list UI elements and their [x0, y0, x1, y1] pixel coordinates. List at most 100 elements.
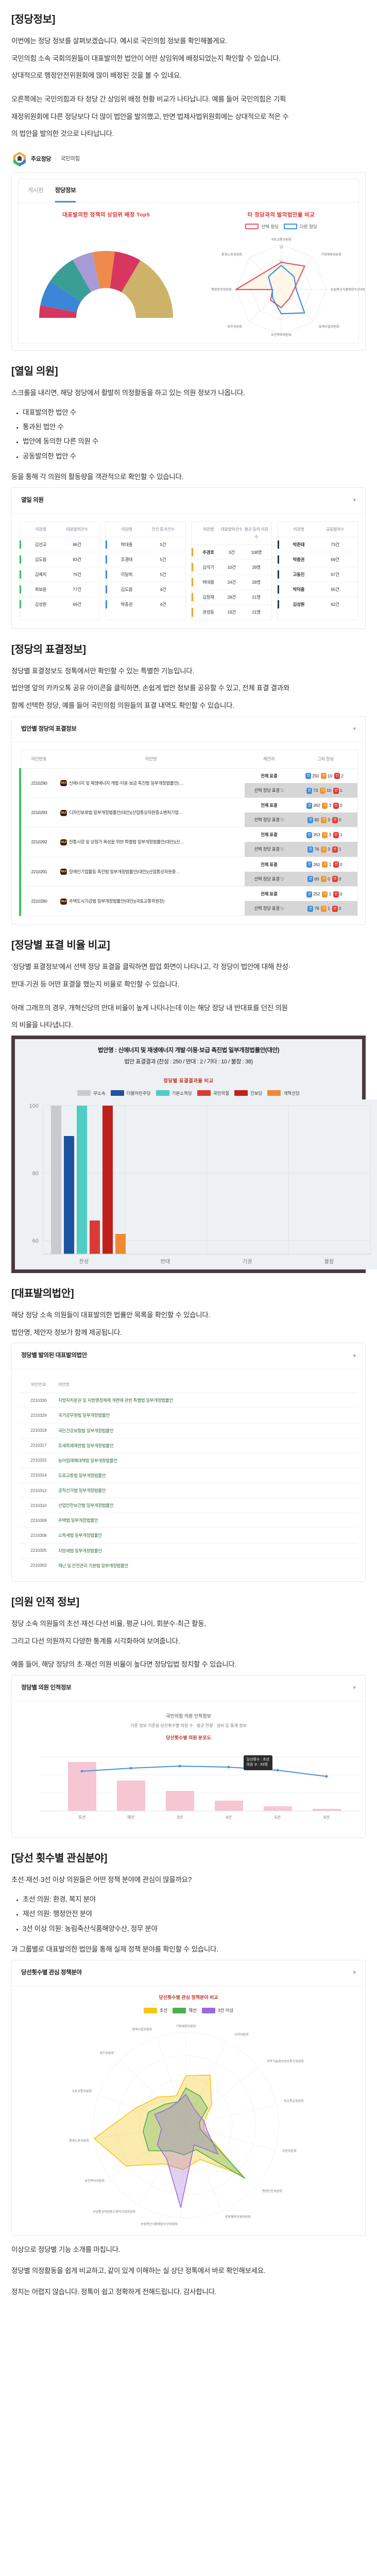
member-distribution-title: 당선횟수별 의원 분포도 [166, 1735, 211, 1741]
list-item[interactable]: 2210318 국민건강보험법 일부개정법률안 [19, 1423, 358, 1438]
count-no: 0 [338, 817, 341, 823]
radar2-label-0: 기획재정위원회 [176, 2024, 196, 2028]
cell-bill-name[interactable]: TALK 장애인기업활동 촉진법 일부개정법률안(대안)(산업통상자원중… [57, 856, 245, 887]
table-row-selected[interactable]: 선택 정당 표결 ⎋ 찬 73 기 10 반 1 [20, 783, 358, 798]
col-member-name: 의원명 [293, 527, 304, 532]
cell-bill-name[interactable]: TALK 신에너지 및 재생에너지 개발·이용·보급 촉진법 일부개정법률안(… [57, 768, 245, 798]
brand-party-name: 국민의힘 [60, 156, 80, 162]
table-row-selected[interactable]: 선택 정당 표결 ⎋ 찬 76 기 3 반 1 [20, 842, 358, 857]
vote-table: 의안번호 의안명 제안자 그외 정보 2210290 TALK 신에너지 및 재생… [19, 750, 358, 917]
cell-bill-name[interactable]: TALK 디자인보호법 일부개정법률안(대안)(산업통상자원중소벤처기업… [57, 797, 245, 827]
chevron-down-icon[interactable]: ▾ [353, 1352, 356, 1359]
bill-name: 소득세법 일부개정법률안 [58, 1533, 102, 1538]
bill-name: 공직선거법 일부개정법률안 [58, 1488, 106, 1494]
cell-selected-vote-label[interactable]: 선택 정당 표결 ⎋ [244, 783, 294, 798]
bill-no: 2210317 [30, 1443, 47, 1448]
legend-item-independent[interactable]: 무소속 [77, 1089, 106, 1097]
kakaotalk-share-icon[interactable]: TALK [60, 839, 67, 846]
count-yes: 253 [313, 832, 320, 838]
party-info-paragraph-6: 의 법안을 발의한 것으로 나타납니다. [11, 130, 114, 138]
list-item[interactable]: 2210310 산업안전보건법 일부개정법률안 [19, 1498, 358, 1514]
radar2-label-8: 산업통상자원중소벤처기업위원회 [93, 2210, 135, 2214]
legend-swatch [110, 1090, 124, 1096]
x-tick-3: 불참 [324, 1259, 334, 1265]
cell-name: 박대출 [202, 580, 214, 585]
list-item[interactable]: 2210330 지방자치분권 및 지방행정체제 개편에 관한 특별법 일부개정법률… [19, 1393, 358, 1409]
bar-chart-title: 정당별 표결결과율 비교 [163, 1078, 214, 1084]
radar-axis-label-7: 환경노동위원회 [221, 252, 242, 257]
cell-selected-vote-label[interactable]: 선택 정당 표결 ⎋ [244, 812, 294, 827]
external-link-icon[interactable]: ⎋ [280, 818, 284, 823]
external-link-icon[interactable]: ⎋ [280, 847, 284, 852]
hardworking-bullet-3: 법안에 동의한 다른 의원 수 [23, 434, 366, 449]
vote-ratio-paragraph-2: 반대·기권 등 어떤 표결을 했는지 비율로 확인할 수 있습니다. [11, 980, 180, 988]
bar-chart-legend: 무소속 더불어민주당 기본소득당 국민의힘 진보당 개혁신당 [15, 1089, 362, 1097]
list-item[interactable]: 2210315 농어업재해대책법 일부개정법률안 [19, 1453, 358, 1468]
rep-bills-panel-header[interactable]: 정당별 발의된 대표발의법안 ▾ [12, 1343, 365, 1370]
cell-name: 김예지 [35, 571, 47, 577]
kakaotalk-share-icon[interactable]: TALK [60, 809, 67, 816]
legend-swatch-selected [245, 224, 259, 230]
legend-item-second-term[interactable]: 재선 [173, 2006, 197, 2014]
hardworking-panel-header[interactable]: 열일 의원 ▾ [12, 488, 365, 514]
cell-selected-vote-label[interactable]: 선택 정당 표결 ⎋ [244, 842, 294, 857]
list-item[interactable]: 2210329 국가공무원법 일부개정법률안 [19, 1408, 358, 1423]
list-item[interactable]: 2210312 공직선거법 일부개정법률안 [19, 1483, 358, 1499]
cell-bill-name[interactable]: TALK 주택도시기금법 일부개정법률안(대안)(국토교통위원장) [57, 886, 245, 916]
list-item[interactable]: 2210309 주택법 일부개정법률안 [19, 1513, 358, 1529]
table-row-selected[interactable]: 선택 정당 표결 ⎋ 찬 83 기 0 반 0 [20, 871, 358, 887]
legend-item-reform[interactable]: 개혁신당 [267, 1089, 300, 1097]
list-item[interactable]: 2210308 소득세법 일부개정법률안 [19, 1528, 358, 1544]
member-info-panel-header[interactable]: 정당별 의원 인적정보 ▾ [12, 1675, 365, 1702]
legend-item-basicincome[interactable]: 기본소득당 [156, 1089, 192, 1097]
table-row: 김예지 79건 [20, 567, 99, 583]
list-item[interactable]: 2210302 재난 및 안전관리 기본법 일부개정법률안 [19, 1558, 358, 1573]
vote-table-body: 2210290 TALK 신에너지 및 재생에너지 개발·이용·보급 촉진법 일부… [19, 768, 358, 916]
chevron-down-icon[interactable]: ▾ [353, 726, 356, 733]
cell-bill-name[interactable]: TALK 전통시장 및 상점가 육성을 위한 특별법 일부개정법률안(대안)(산… [57, 827, 245, 857]
radar2-label-3: 외교통일위원회 [284, 2099, 304, 2103]
tab-party-info[interactable]: 정당정보 [55, 185, 76, 202]
legend-item-third-plus[interactable]: 3선 이상 [201, 2006, 233, 2014]
cell-value-a: 19건 [227, 609, 236, 615]
bill-no: 2210330 [30, 1398, 47, 1403]
cell-selected-vote-label[interactable]: 선택 정당 표결 ⎋ [244, 901, 294, 916]
kakaotalk-share-icon[interactable]: TALK [60, 780, 67, 787]
list-item[interactable]: 2210317 조세특례제한법 일부개정법률안 [19, 1438, 358, 1453]
cell-name: 김정재 [202, 595, 214, 600]
table-row-selected[interactable]: 선택 정당 표결 ⎋ 찬 82 기 3 반 0 [20, 812, 358, 827]
chevron-down-icon[interactable]: ▾ [353, 1969, 356, 1976]
tab-board[interactable]: 게시판 [28, 188, 44, 194]
chevron-down-icon[interactable]: ▾ [353, 1685, 356, 1691]
radar-legend: 선택 정당 다른 정당 [194, 223, 365, 231]
vote-info-panel-header[interactable]: 법안별 정당의 표결정보 ▾ [12, 717, 365, 743]
party-info-paragraph-5: 재정위원회에 다른 정당보다 더 많이 법안을 발의했고, 반면 법제사법위원회… [11, 112, 289, 121]
party-charts-row: 대표발의한 정책의 상임위 배정 Top5 [19, 203, 365, 344]
kakaotalk-share-icon[interactable]: TALK [60, 898, 67, 905]
table-row: 2210291 TALK 장애인기업활동 촉진법 일부개정법률안(대안)(산업통상… [19, 856, 358, 887]
bill-name-text: 주택도시기금법 일부개정법률안(대안)(국토교통위원장) [69, 899, 165, 904]
chip-abstain: 기 [322, 861, 328, 868]
legend-item-other-party: 다른 정당 [284, 223, 317, 231]
count-no: 0 [338, 906, 341, 911]
legend-item-first-term[interactable]: 초선 [143, 2006, 167, 2014]
external-link-icon[interactable]: ⎋ [280, 788, 284, 793]
external-link-icon[interactable]: ⎋ [280, 906, 284, 911]
cell-name: 최보윤 [35, 587, 47, 592]
legend-item-peoplepower[interactable]: 국민의힘 [197, 1089, 229, 1097]
list-item[interactable]: 2210305 지방세법 일부개정법률안 [19, 1544, 358, 1558]
interest-panel-header[interactable]: 당선횟수별 관심 정책분야 ▾ [12, 1960, 365, 1987]
chevron-down-icon[interactable]: ▾ [353, 497, 356, 504]
interest-panel-body: 당선횟수별 관심 정책분야 비교 초선 재선 3선 이상 [12, 1986, 365, 2235]
legend-item-democratic[interactable]: 더불어민주당 [110, 1089, 151, 1097]
vote-ratio-paragraph-1: '정당별 표결정보'에서 선택 정당 표결을 클릭하면 팝업 화면이 나타나고,… [11, 963, 290, 971]
cell-value-a: 24건 [227, 580, 236, 585]
external-link-icon[interactable]: ⎋ [280, 876, 284, 882]
table-row-selected[interactable]: 선택 정당 표결 ⎋ 찬 78 기 1 반 0 [20, 901, 358, 916]
chip-no: 반 [333, 802, 339, 809]
list-item[interactable]: 2210314 도로교통법 일부개정법률안 [19, 1468, 358, 1484]
cell-selected-vote-label[interactable]: 선택 정당 표결 ⎋ [244, 871, 294, 887]
kakaotalk-share-icon[interactable]: TALK [60, 869, 67, 875]
legend-item-progressive[interactable]: 진보당 [234, 1089, 262, 1097]
radar2-label-2: 과학기술정보방송통신위원회 [267, 2059, 304, 2063]
